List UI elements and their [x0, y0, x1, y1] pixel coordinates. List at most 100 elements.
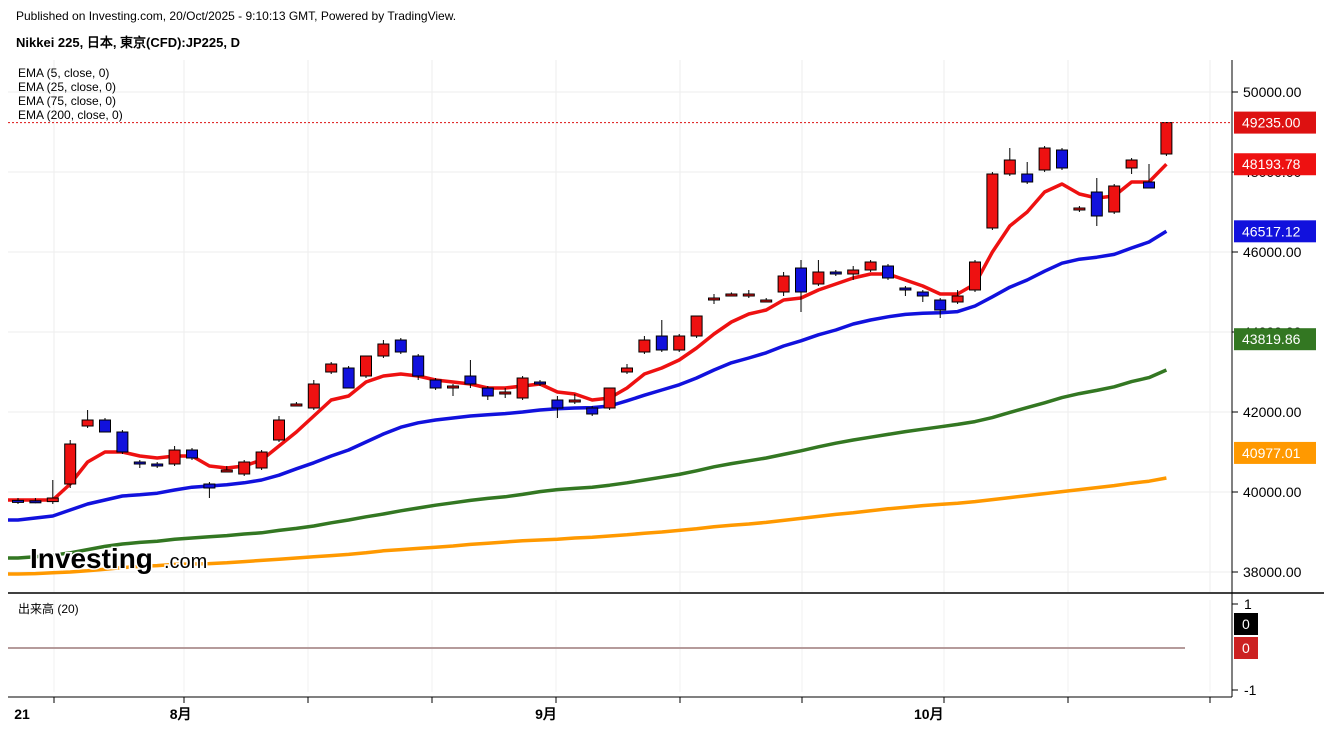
volume-title: 出来高 (20): [18, 601, 79, 616]
candle[interactable]: [1160, 122, 1173, 156]
candle[interactable]: [882, 264, 894, 280]
candle[interactable]: [99, 418, 111, 433]
candle[interactable]: [1143, 164, 1155, 189]
candle[interactable]: [1108, 184, 1121, 214]
volume-tick-label: 1: [1244, 596, 1252, 612]
price-label: 40977.01: [1234, 441, 1316, 464]
price-label-text: 46517.12: [1242, 223, 1301, 239]
candle[interactable]: [1090, 178, 1103, 226]
candle[interactable]: [534, 380, 546, 386]
candle[interactable]: [1056, 148, 1068, 170]
candle[interactable]: [551, 396, 564, 418]
candle[interactable]: [429, 378, 442, 390]
candle[interactable]: [708, 294, 720, 304]
candle[interactable]: [360, 355, 372, 378]
candle[interactable]: [760, 298, 773, 303]
x-tick-label: 8月: [170, 706, 192, 722]
price-label: 49235.00: [1234, 111, 1316, 134]
candle[interactable]: [690, 315, 703, 338]
candle[interactable]: [464, 360, 477, 388]
price-label-text: 40977.01: [1242, 445, 1301, 461]
candle[interactable]: [568, 394, 581, 404]
candles: [12, 122, 1173, 504]
candle[interactable]: [725, 292, 738, 297]
candle[interactable]: [1021, 162, 1034, 184]
y-tick-label: 50000.00: [1243, 84, 1302, 100]
candle[interactable]: [916, 290, 929, 302]
candle[interactable]: [290, 402, 303, 407]
candle[interactable]: [638, 336, 651, 354]
candle[interactable]: [116, 430, 129, 454]
candle[interactable]: [1038, 146, 1051, 172]
candle[interactable]: [64, 440, 77, 488]
candle[interactable]: [951, 290, 964, 304]
legend-ema-200[interactable]: EMA (200, close, 0): [18, 108, 123, 122]
candle[interactable]: [969, 260, 981, 292]
x-tick-label: 9月: [535, 706, 557, 722]
candle[interactable]: [133, 460, 146, 468]
candle[interactable]: [46, 480, 59, 504]
candle[interactable]: [342, 366, 355, 389]
price-label-text: 48193.78: [1242, 156, 1301, 172]
candle[interactable]: [586, 406, 599, 416]
price-label-text: 43819.86: [1242, 331, 1301, 347]
candle[interactable]: [481, 386, 494, 400]
price-labels: 49235.00 48193.78 46517.12 43819.86 40977.01: [1234, 111, 1316, 464]
candle[interactable]: [986, 172, 999, 230]
candle[interactable]: [864, 260, 877, 272]
ema-line: [8, 368, 1168, 560]
candle[interactable]: [621, 364, 633, 374]
x-tick-label: 21: [14, 706, 30, 722]
candle[interactable]: [1003, 148, 1016, 176]
candle[interactable]: [499, 388, 512, 398]
candle[interactable]: [412, 354, 425, 380]
y-tick-label: 46000.00: [1243, 244, 1302, 260]
legend-ema-75[interactable]: EMA (75, close, 0): [18, 94, 116, 108]
candle[interactable]: [655, 320, 668, 352]
candle[interactable]: [516, 376, 529, 400]
y-tick-label: 40000.00: [1243, 484, 1302, 500]
candle[interactable]: [673, 334, 686, 352]
candle[interactable]: [325, 362, 338, 374]
candle[interactable]: [1073, 206, 1086, 212]
candle[interactable]: [394, 338, 407, 354]
candle[interactable]: [377, 340, 390, 358]
grid: [8, 60, 1232, 692]
candle[interactable]: [238, 460, 251, 476]
candle[interactable]: [447, 384, 459, 396]
candle[interactable]: [29, 498, 42, 504]
candle[interactable]: [812, 260, 825, 286]
candle[interactable]: [12, 498, 24, 504]
price-label: 46517.12: [1234, 220, 1316, 243]
y-tick-label: 38000.00: [1243, 564, 1302, 580]
candle[interactable]: [829, 270, 842, 276]
candle[interactable]: [203, 482, 216, 498]
time-axis[interactable]: 21 8月 9月 10月: [14, 697, 1211, 722]
candle[interactable]: [220, 466, 233, 473]
price-label: 43819.86: [1234, 328, 1316, 351]
candle[interactable]: [81, 410, 94, 428]
price-label: 48193.78: [1234, 153, 1316, 176]
candle[interactable]: [307, 380, 320, 410]
candle[interactable]: [847, 266, 860, 280]
candle[interactable]: [168, 446, 181, 466]
candle[interactable]: [899, 286, 912, 296]
legend-ema-25[interactable]: EMA (25, close, 0): [18, 80, 116, 94]
candle[interactable]: [742, 290, 755, 298]
candle[interactable]: [186, 448, 198, 460]
candle[interactable]: [934, 298, 947, 318]
candle[interactable]: [255, 450, 268, 470]
investing-logo: Investing .com: [29, 542, 209, 576]
candle[interactable]: [603, 387, 616, 410]
candle[interactable]: [1125, 158, 1138, 174]
volume-panel: 出来高 (20) 1 -1 0 0: [8, 596, 1258, 698]
published-info: Published on Investing.com, 20/Oct/2025 …: [16, 9, 457, 23]
volume-label-bg: [1234, 613, 1258, 635]
candle[interactable]: [795, 260, 807, 312]
logo-suffix: .com: [164, 551, 207, 573]
legend-ema-5[interactable]: EMA (5, close, 0): [18, 66, 109, 80]
candle[interactable]: [273, 416, 285, 442]
candle[interactable]: [777, 272, 790, 296]
candle[interactable]: [151, 462, 164, 468]
